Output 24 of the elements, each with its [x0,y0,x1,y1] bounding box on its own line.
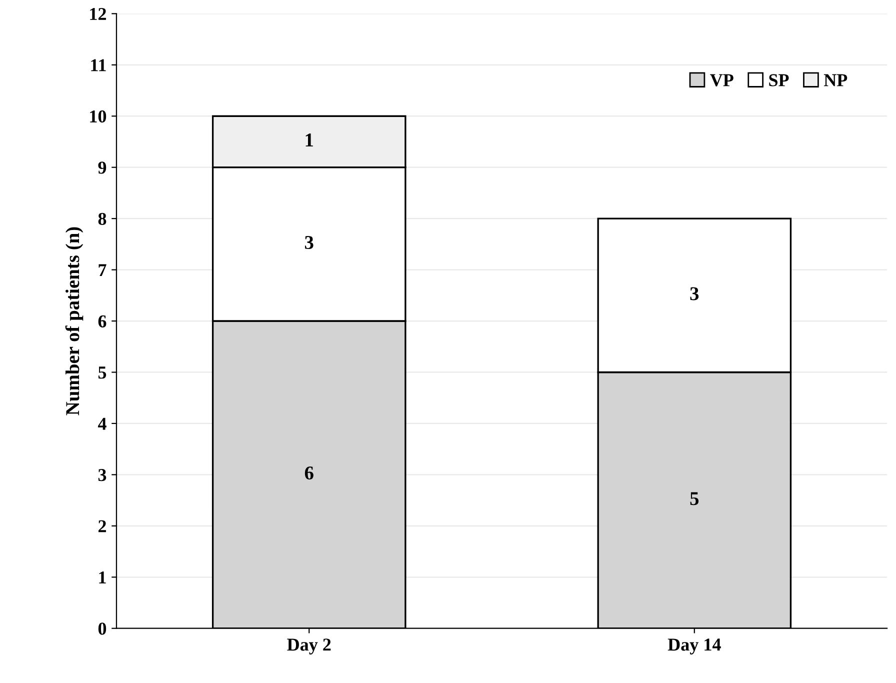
y-tick-label: 10 [90,110,106,123]
y-tick-label: 6 [98,315,106,328]
data-label: 3 [304,236,314,250]
y-tick-label: 5 [98,366,106,379]
y-tick-label: 12 [90,8,106,20]
y-tick-label: 2 [98,520,106,532]
y-tick-label: 3 [98,468,106,482]
y-tick-label: 11 [91,59,106,72]
legend-label: NP [824,74,848,86]
data-label: 6 [304,466,314,480]
legend-label: VP [710,74,734,86]
y-tick-label: 8 [98,212,106,225]
y-tick-label: 1 [99,571,106,584]
data-label: 1 [306,134,313,146]
x-tick-label: Day 14 [668,638,721,654]
y-tick-label: 9 [98,162,106,174]
data-label: 5 [690,492,699,506]
y-tick-label: 7 [98,264,106,276]
y-axis-title: Number of patients (n) [65,227,84,416]
y-tick-label: 4 [98,418,106,430]
x-tick-label: Day 2 [287,638,331,654]
y-tick-label: 0 [98,622,106,635]
legend-label: SP [769,74,789,86]
data-label: 3 [690,287,699,300]
